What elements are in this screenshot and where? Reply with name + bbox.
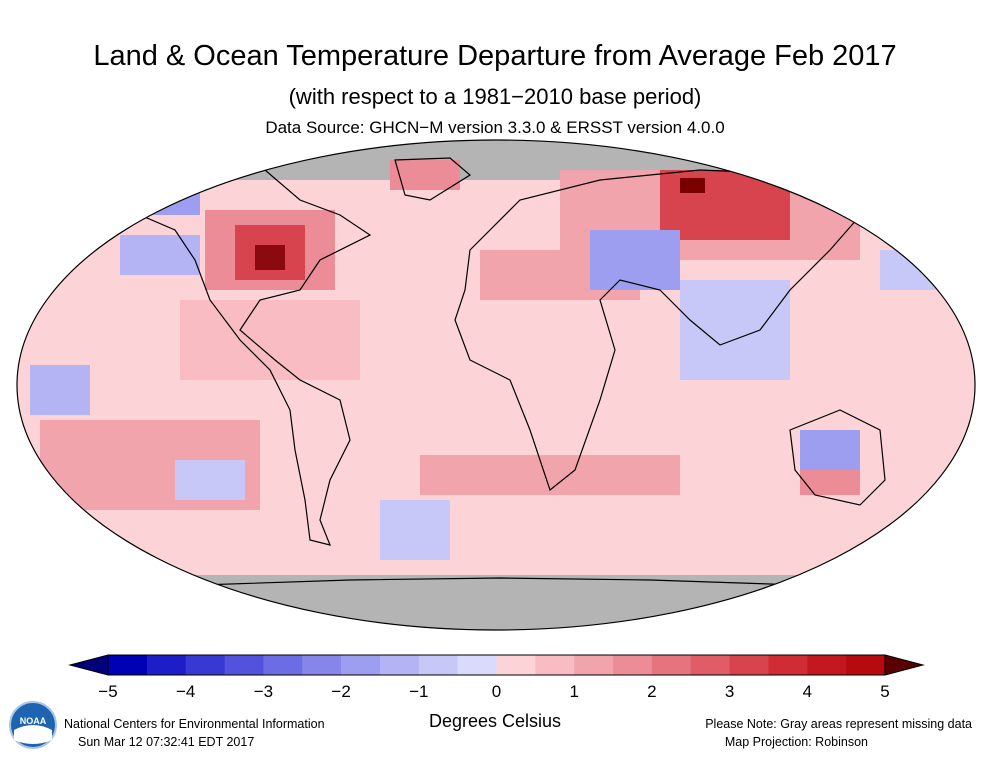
w-pacific-cool bbox=[880, 250, 950, 290]
colorbar-cell bbox=[846, 655, 886, 675]
colorbar-cell bbox=[613, 655, 653, 675]
colorbar-cell bbox=[108, 655, 148, 675]
colorbar-tick-label: 1 bbox=[569, 682, 578, 700]
colorbar-cell bbox=[496, 655, 536, 675]
pacific-s-cool bbox=[175, 460, 245, 500]
colorbar-cell bbox=[418, 655, 459, 675]
logo-text: NOAA bbox=[20, 716, 47, 726]
australia-cool bbox=[800, 430, 860, 470]
colorbar-high-arrow bbox=[884, 654, 925, 676]
colorbar-cell bbox=[457, 655, 497, 675]
data-source: Data Source: GHCN−M version 3.3.0 & ERSS… bbox=[265, 118, 725, 137]
s-atlantic-cool bbox=[380, 500, 450, 560]
colorbar-cell bbox=[807, 655, 847, 675]
world-map bbox=[16, 139, 976, 631]
colorbar-low-arrow bbox=[68, 654, 109, 676]
colorbar-cell bbox=[379, 655, 420, 675]
colorbar-tick-label: 0 bbox=[492, 682, 501, 700]
colorbar-cell bbox=[651, 655, 692, 675]
projection-label: Map Projection: Robinson bbox=[724, 735, 868, 749]
colorbar-border bbox=[107, 654, 886, 676]
colorbar-cell bbox=[224, 655, 264, 675]
colorbar-tick-label: −4 bbox=[176, 682, 195, 700]
mideast-cool bbox=[590, 230, 680, 290]
colorbar-tick-label: 2 bbox=[647, 682, 656, 700]
greenland-warm bbox=[390, 160, 460, 190]
colorbar-cell bbox=[146, 655, 187, 675]
map-title: Land & Ocean Temperature Departure from … bbox=[93, 40, 897, 72]
indian-cool bbox=[680, 280, 790, 380]
colorbar-cell bbox=[302, 655, 342, 675]
arctic-missing bbox=[17, 140, 975, 180]
colorbar-tick-label: 5 bbox=[880, 682, 889, 700]
timestamp: Sun Mar 12 07:32:41 EDT 2017 bbox=[78, 735, 255, 749]
org-name: National Centers for Environmental Infor… bbox=[64, 717, 325, 731]
colorbar-cell bbox=[690, 655, 731, 675]
na-hottest bbox=[255, 245, 285, 270]
colorbar-tick-label: 4 bbox=[803, 682, 812, 700]
map-subtitle: (with respect to a 1981−2010 base period… bbox=[288, 84, 702, 109]
colorbar-cell bbox=[535, 655, 575, 675]
australia-outline bbox=[789, 409, 886, 506]
anomaly-field bbox=[17, 140, 975, 630]
colorbar-cell bbox=[185, 655, 226, 675]
globe-border bbox=[16, 139, 976, 631]
pacific-cool bbox=[120, 235, 200, 275]
colorbar-tick-label: −3 bbox=[254, 682, 273, 700]
colorbar-tick-label: 3 bbox=[725, 682, 734, 700]
siberia-hot bbox=[660, 170, 790, 240]
colorbar-unit-label: Degrees Celsius bbox=[428, 711, 562, 731]
e-pacific-cool bbox=[30, 365, 90, 415]
missing-data-note: Please Note: Gray areas represent missin… bbox=[705, 717, 972, 731]
atlantic-warm bbox=[180, 300, 360, 380]
greenland-outline bbox=[394, 157, 472, 201]
colorbar-tick-label: −5 bbox=[98, 682, 117, 700]
noaa-logo: NOAA bbox=[9, 701, 57, 749]
colorbar-cell bbox=[263, 655, 303, 675]
americas-outline bbox=[139, 169, 372, 546]
colorbar-tick-label: −1 bbox=[409, 682, 428, 700]
colorbar-cell bbox=[768, 655, 808, 675]
colorbar-tick-label: −2 bbox=[331, 682, 350, 700]
antarctic-missing bbox=[17, 575, 975, 630]
siberia-hottest bbox=[680, 178, 705, 193]
colorbar-cell bbox=[341, 655, 381, 675]
colorbar-cell bbox=[729, 655, 769, 675]
colorbar-cell bbox=[574, 655, 614, 675]
alaska-cool bbox=[140, 185, 200, 215]
